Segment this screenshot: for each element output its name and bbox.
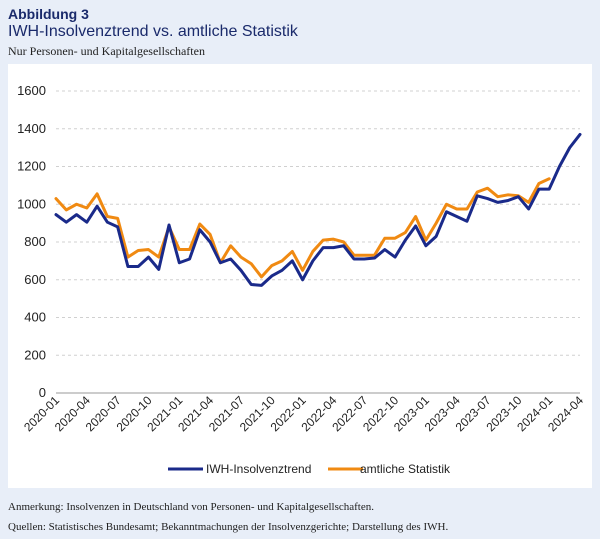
line-chart: 020040060080010001200140016002020-012020…: [17, 83, 586, 476]
chart-title: IWH-Insolvenztrend vs. amtliche Statisti…: [8, 23, 298, 40]
y-tick-label: 1200: [17, 159, 46, 174]
chart-subtitle: Nur Personen- und Kapitalgesellschaften: [8, 44, 205, 58]
y-tick-label: 600: [24, 272, 46, 287]
source-note: Quellen: Statistisches Bundesamt; Bekann…: [8, 521, 449, 533]
figure-footer: Anmerkung: Insolvenzen in Deutschland vo…: [8, 497, 592, 537]
legend-label-amtlich: amtliche Statistik: [360, 462, 451, 476]
y-tick-label: 800: [24, 234, 46, 249]
y-tick-label: 200: [24, 347, 46, 362]
y-tick-label: 1400: [17, 121, 46, 136]
legend-label-iwh: IWH-Insolvenztrend: [206, 462, 311, 476]
y-tick-label: 0: [39, 385, 46, 400]
series-line-amtlich: [54, 177, 551, 279]
y-tick-label: 1600: [17, 83, 46, 98]
footnote: Anmerkung: Insolvenzen in Deutschland vo…: [8, 501, 374, 513]
series-line-iwh: [54, 132, 582, 287]
figure-label: Abbildung 3: [8, 6, 89, 22]
figure-header: Abbildung 3 IWH-Insolvenztrend vs. amtli…: [8, 6, 592, 59]
y-tick-label: 400: [24, 310, 46, 325]
chart-panel: 0 200 400 600 800 1000 1200 1400 1600 2020-01 2020…: [8, 64, 592, 488]
y-tick-label: 1000: [17, 196, 46, 211]
